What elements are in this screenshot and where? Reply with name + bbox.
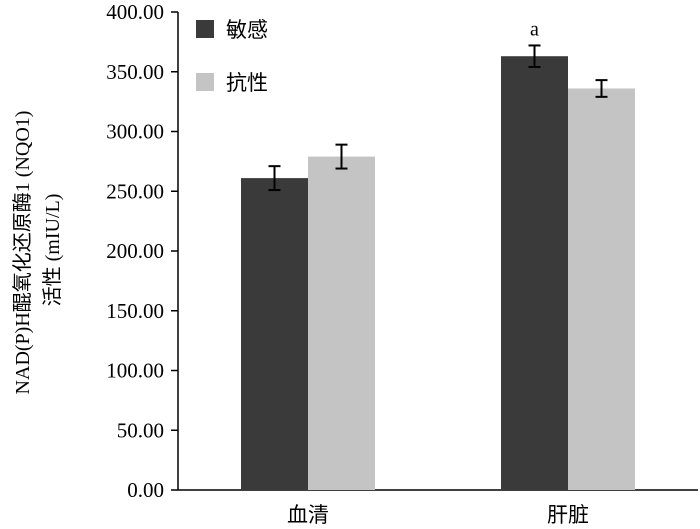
bar-sensitive: [501, 56, 568, 491]
legend-label: 抗性: [226, 71, 268, 95]
legend-swatch: [196, 73, 214, 91]
bars: a: [241, 18, 635, 491]
error-bar: [528, 44, 541, 68]
y-tick-label: 150.00: [106, 299, 164, 323]
error-bar: [268, 165, 281, 192]
legend-swatch: [196, 20, 214, 38]
y-tick-label: 250.00: [106, 179, 164, 203]
error-bar: [595, 79, 608, 98]
y-tick-label: 0.00: [127, 478, 164, 502]
y-tick-label: 200.00: [106, 239, 164, 263]
y-tick-label: 400.00: [106, 0, 164, 24]
y-tick-label: 50.00: [117, 418, 164, 442]
significance-annotation: a: [530, 18, 539, 40]
bar-resistant: [308, 156, 375, 490]
x-category-label: 肝脏: [547, 503, 589, 527]
y-tick-label: 350.00: [106, 60, 164, 84]
y-axis-title-line-2: 活性 (mIU/L): [41, 194, 64, 307]
bar-resistant: [568, 88, 635, 490]
y-tick-label: 100.00: [106, 359, 164, 383]
bar-sensitive: [241, 178, 308, 491]
y-axis: 0.00 50.00 100.00 150.00 200.00 250.00 300.00 3…: [106, 0, 179, 502]
y-tick-label: 300.00: [106, 120, 164, 144]
y-axis-title-line-1: NAD(P)H醌氧化还原酶1 (NQO1): [11, 111, 34, 395]
x-axis: 血清 肝脏: [178, 489, 698, 527]
y-axis-title: NAD(P)H醌氧化还原酶1 (NQO1) 活性 (mIU/L): [11, 106, 64, 395]
x-category-label: 血清: [287, 503, 329, 527]
legend-label: 敏感: [226, 18, 268, 42]
error-bar: [335, 143, 348, 170]
